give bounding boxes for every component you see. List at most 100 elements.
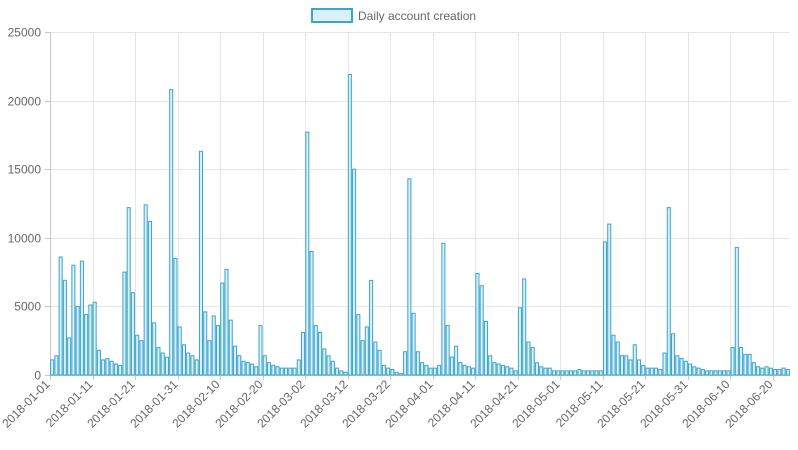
bar-110	[517, 307, 522, 376]
legend[interactable]: Daily account creation	[311, 8, 476, 23]
bar-96	[458, 362, 463, 376]
bar-125	[581, 370, 586, 376]
bar-29	[173, 257, 178, 376]
bar-127	[590, 370, 595, 376]
bar-102	[483, 320, 488, 376]
bar-173	[785, 369, 790, 376]
bar-116	[543, 367, 548, 376]
bar-158	[722, 370, 727, 376]
bar-143	[658, 369, 663, 376]
bar-50	[262, 355, 267, 376]
y-tick-label-4: 20000	[8, 95, 42, 109]
bar-112	[526, 341, 531, 376]
bar-82	[398, 373, 403, 376]
bar-61	[309, 251, 314, 376]
bar-123	[573, 370, 578, 376]
bar-162	[739, 347, 744, 376]
bar-86	[415, 351, 420, 376]
bar-113	[530, 347, 535, 376]
bar-108	[509, 367, 514, 376]
bar-128	[594, 370, 599, 376]
bar-141	[649, 367, 654, 376]
bar-48	[254, 366, 259, 376]
bar-11	[96, 349, 101, 376]
bar-59	[301, 331, 306, 376]
bar-37	[207, 340, 212, 376]
bar-34	[194, 359, 199, 376]
bar-160	[730, 347, 735, 376]
bars	[50, 74, 790, 376]
bar-88	[424, 364, 429, 376]
bar-119	[556, 370, 561, 376]
bar-172	[781, 367, 786, 376]
bar-13	[105, 358, 110, 376]
bar-41	[224, 268, 229, 376]
bar-68	[339, 370, 344, 376]
bar-138	[636, 359, 642, 376]
bar-66	[330, 360, 335, 376]
bar-28	[169, 89, 174, 376]
bar-134	[619, 355, 625, 376]
bar-124	[577, 369, 582, 376]
bar-145	[666, 207, 671, 376]
bar-168	[764, 366, 769, 376]
y-tick-label-5: 25000	[8, 26, 42, 40]
bar-27	[164, 356, 169, 376]
bar-3	[62, 279, 67, 376]
bar-95	[454, 345, 459, 376]
bar-130	[602, 241, 608, 376]
bar-136	[628, 359, 633, 376]
bar-43	[232, 345, 238, 376]
bar-93	[445, 325, 450, 376]
bar-122	[568, 370, 574, 376]
bar-42	[228, 319, 233, 376]
bar-137	[632, 344, 637, 376]
bar-55	[284, 367, 289, 376]
bar-73	[360, 340, 365, 376]
bar-165	[751, 362, 756, 376]
bar-15	[113, 363, 118, 376]
bar-167	[760, 367, 765, 376]
bar-111	[522, 278, 527, 376]
bar-151	[692, 366, 697, 376]
bar-159	[726, 370, 731, 376]
bar-1	[54, 355, 59, 376]
bar-84	[407, 178, 412, 376]
bar-101	[479, 285, 484, 376]
bar-149	[683, 360, 688, 376]
bar-40	[220, 282, 225, 376]
bar-135	[624, 355, 629, 376]
bar-53	[275, 366, 280, 376]
bar-35	[198, 150, 204, 376]
bar-8	[84, 314, 89, 376]
bar-47	[249, 363, 255, 376]
bar-22	[143, 204, 148, 376]
bar-4	[67, 337, 72, 376]
bar-150	[688, 363, 693, 376]
bar-109	[513, 370, 518, 376]
bar-45	[241, 360, 246, 376]
bar-75	[369, 279, 374, 376]
bar-104	[492, 362, 497, 376]
bar-0	[50, 359, 55, 376]
bar-78	[381, 364, 386, 376]
bar-148	[679, 358, 684, 376]
bar-2	[58, 256, 63, 376]
bar-58	[296, 359, 301, 376]
bar-63	[318, 331, 323, 376]
bar-6	[75, 305, 80, 376]
bar-114	[534, 362, 539, 376]
y-tick-label-3: 15000	[8, 163, 42, 177]
bar-94	[449, 356, 454, 376]
bar-71	[352, 168, 357, 376]
bar-117	[547, 367, 552, 376]
bar-132	[611, 334, 616, 376]
bar-72	[356, 314, 361, 376]
bar-49	[258, 325, 263, 376]
bar-89	[428, 367, 433, 376]
bar-17	[122, 271, 127, 376]
bar-32	[186, 352, 191, 376]
bar-26	[160, 352, 165, 376]
bar-161	[734, 246, 739, 376]
